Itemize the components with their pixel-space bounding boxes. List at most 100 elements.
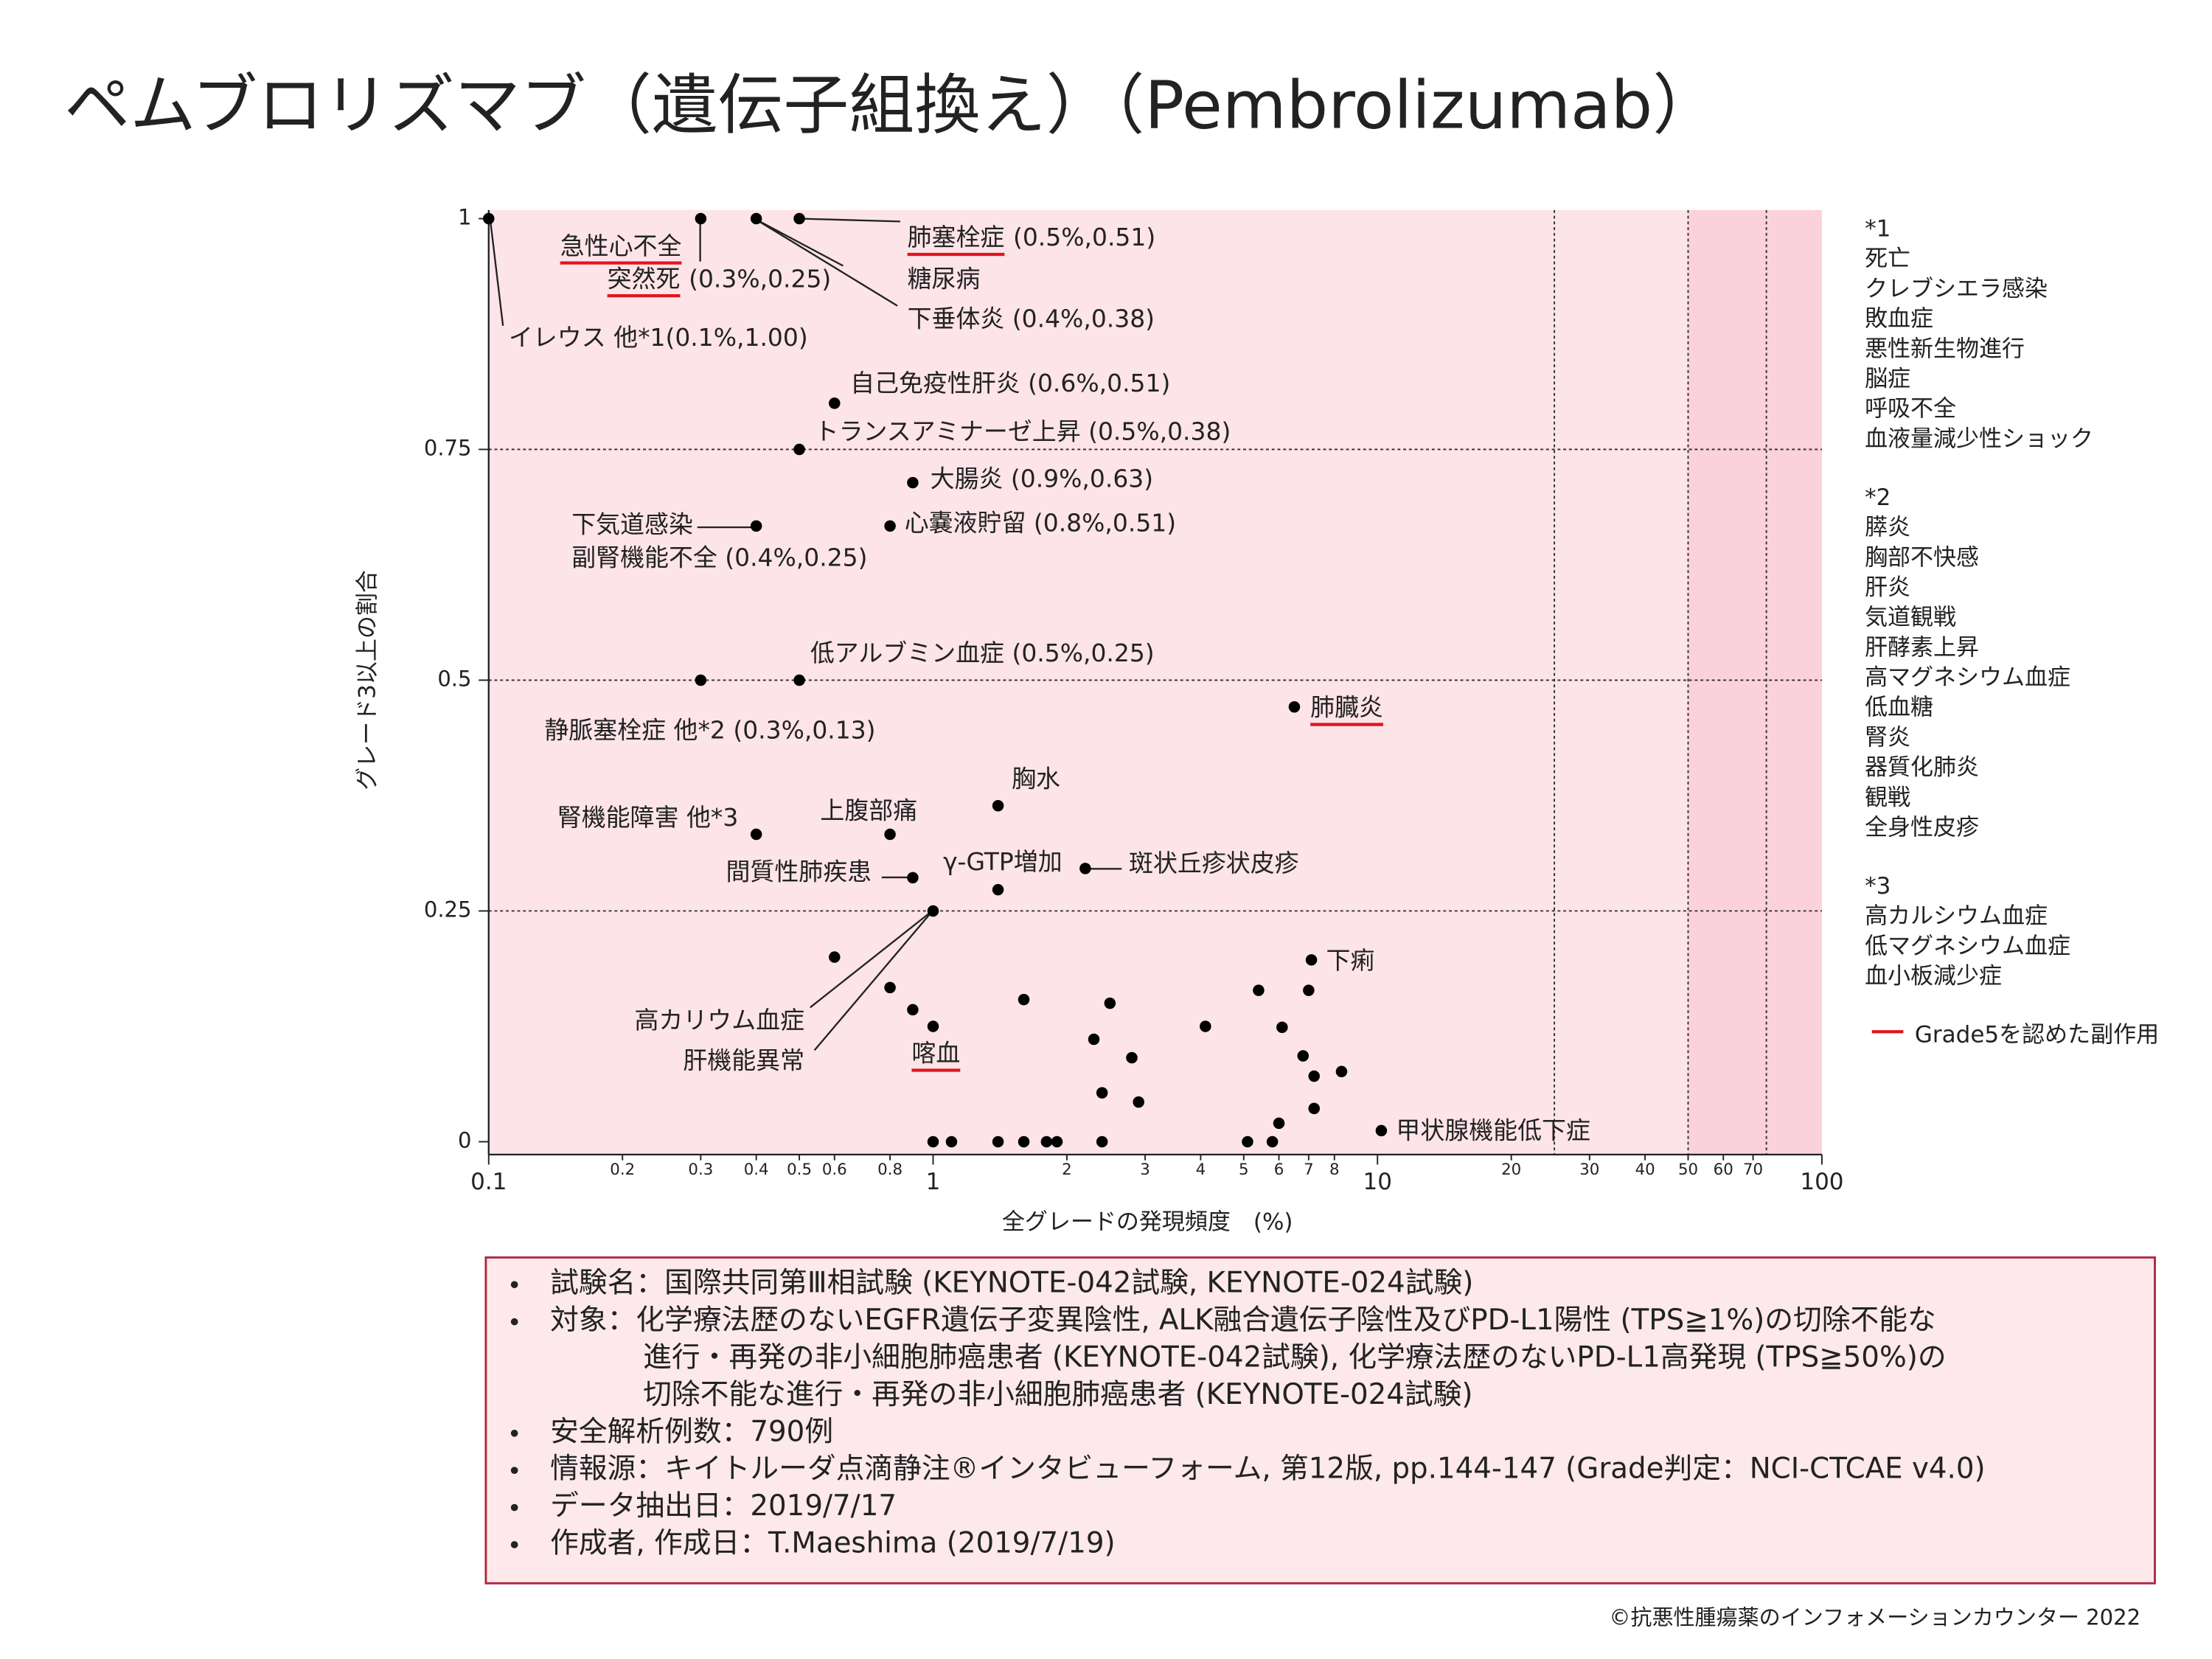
study-text: 試験名：国際共同第Ⅲ相試験 (KEYNOTE-042試験, KEYNOTE-02… <box>550 1267 1473 1300</box>
x-tick-label: 10 <box>1363 1169 1391 1195</box>
point <box>907 872 919 884</box>
x-tick-label: 0.3 <box>688 1161 713 1179</box>
point <box>1288 701 1301 713</box>
point <box>992 1135 1004 1148</box>
annotation: 甲状腺機能低下症 <box>1396 1116 1590 1144</box>
x-tick-label: 100 <box>1800 1169 1843 1195</box>
note-item: 敗血症 <box>1865 306 1933 333</box>
leader-line <box>754 218 844 267</box>
point <box>1096 1087 1108 1099</box>
annotation: 胸水 <box>1012 765 1060 793</box>
x-tick-label: 2 <box>1062 1161 1072 1179</box>
point <box>907 1004 919 1016</box>
point <box>1104 997 1116 1009</box>
annotation: 急性心不全 <box>560 232 682 260</box>
note-item: 悪性新生物進行 <box>1865 335 2025 362</box>
x-tick-label: 60 <box>1714 1161 1733 1179</box>
x-tick-label: 3 <box>1140 1161 1150 1179</box>
leader-line <box>810 909 934 1009</box>
x-tick-label: 70 <box>1743 1161 1763 1179</box>
y-tick-label: 0.25 <box>424 897 472 922</box>
note-item: 低血糖 <box>1865 695 1933 721</box>
study-text: 情報源：キイトルーダ点滴静注®インタビューフォーム, 第12版, pp.144-… <box>550 1453 1986 1486</box>
point <box>907 476 919 489</box>
x-tick-label: 6 <box>1274 1161 1284 1179</box>
y-tick-label: 1 <box>458 205 471 230</box>
x-tick-label: 0.2 <box>610 1161 635 1179</box>
point <box>1133 1096 1144 1108</box>
leader-line <box>754 218 898 307</box>
note-item: 低マグネシウム血症 <box>1865 933 2070 959</box>
annotation: 高カリウム血症 <box>634 1006 804 1034</box>
x-tick-label: 0.4 <box>744 1161 769 1179</box>
x-tick-label: 0.6 <box>822 1161 847 1179</box>
note-item: 高カルシウム血症 <box>1865 903 2048 930</box>
note-item: 死亡 <box>1865 246 1910 272</box>
bullet <box>510 1467 518 1475</box>
point <box>1018 993 1030 1006</box>
point <box>927 1135 939 1148</box>
study-text: 対象：化学療法歴のないEGFR遺伝子変異陰性, ALK融合遺伝子陰性及びPD-L… <box>550 1304 1936 1337</box>
annotation: 下気道感染 <box>571 510 693 539</box>
annotation: 間質性肺疾患 <box>726 858 872 886</box>
x-tick-label: 0.8 <box>877 1161 902 1179</box>
point <box>1040 1135 1053 1148</box>
annotation: 静脈塞栓症 他*2 (0.3%,0.13) <box>544 716 875 745</box>
bullet <box>510 1281 518 1289</box>
annotation: 肺臓炎 <box>1310 693 1383 722</box>
point <box>1266 1135 1279 1148</box>
x-tick-label: 4 <box>1196 1161 1206 1179</box>
point <box>1276 1021 1288 1033</box>
study-text: 作成者, 作成日：T.Maeshima (2019/7/19) <box>550 1526 1116 1559</box>
point <box>1079 863 1091 874</box>
point <box>1335 1065 1348 1078</box>
annotation: イレウス 他*1(0.1%,1.00) <box>509 323 808 352</box>
y-tick-label: 0.5 <box>437 666 471 691</box>
annotation-detail: (0.3%,0.25) <box>689 264 831 293</box>
annotation: 斑状丘疹状皮疹 <box>1129 849 1299 877</box>
note-item: 肝炎 <box>1865 574 1910 601</box>
x-tick-label: 7 <box>1304 1161 1314 1179</box>
annotation: γ-GTP増加 <box>943 847 1062 876</box>
leader-line <box>799 218 900 223</box>
point <box>992 883 1004 896</box>
point <box>1308 1102 1320 1115</box>
x-axis-label: 全グレードの発現頻度 (%) <box>1002 1208 1293 1235</box>
note-item: 膵炎 <box>1865 515 1910 541</box>
point <box>1375 1124 1388 1137</box>
note-item: 全身性皮疹 <box>1865 815 1979 841</box>
note-heading: *2 <box>1865 484 1891 511</box>
footer: ©抗悪性腫瘍薬のインフォメーションカウンター 2022 <box>1609 1605 2140 1630</box>
point <box>750 212 762 225</box>
note-item: 気道観戦 <box>1865 605 1956 631</box>
point <box>945 1135 958 1148</box>
point <box>1303 984 1315 996</box>
x-tick-label: 0.1 <box>470 1169 507 1195</box>
leader-line <box>489 218 504 326</box>
point <box>1253 984 1265 996</box>
note-item: 血液量減少性ショック <box>1865 425 2093 452</box>
point <box>793 212 805 225</box>
note-item: 器質化肺炎 <box>1865 754 1979 781</box>
annotation: 大腸炎 (0.9%,0.63) <box>931 465 1153 493</box>
annotation: 上腹部痛 <box>820 796 917 824</box>
note-heading: *1 <box>1865 216 1891 243</box>
x-tick-label: 20 <box>1501 1161 1521 1179</box>
point <box>793 674 805 686</box>
annotation: 糖尿病 <box>908 264 981 293</box>
x-tick-label: 1 <box>926 1169 941 1195</box>
band <box>488 209 1822 1155</box>
point <box>1051 1135 1063 1148</box>
annotation: 喀血 <box>911 1039 960 1068</box>
bullet <box>510 1503 518 1512</box>
point <box>927 1020 939 1032</box>
note-item: 胸部不快感 <box>1865 544 1979 571</box>
point <box>1297 1050 1310 1062</box>
point <box>695 212 707 225</box>
annotation: 下痢 <box>1326 946 1374 975</box>
note-item: 肝酵素上昇 <box>1865 634 1979 661</box>
note-item: 血小板減少症 <box>1865 963 2002 990</box>
annotation-detail: (0.5%,0.51) <box>1013 223 1155 251</box>
x-tick-label: 40 <box>1635 1161 1655 1179</box>
